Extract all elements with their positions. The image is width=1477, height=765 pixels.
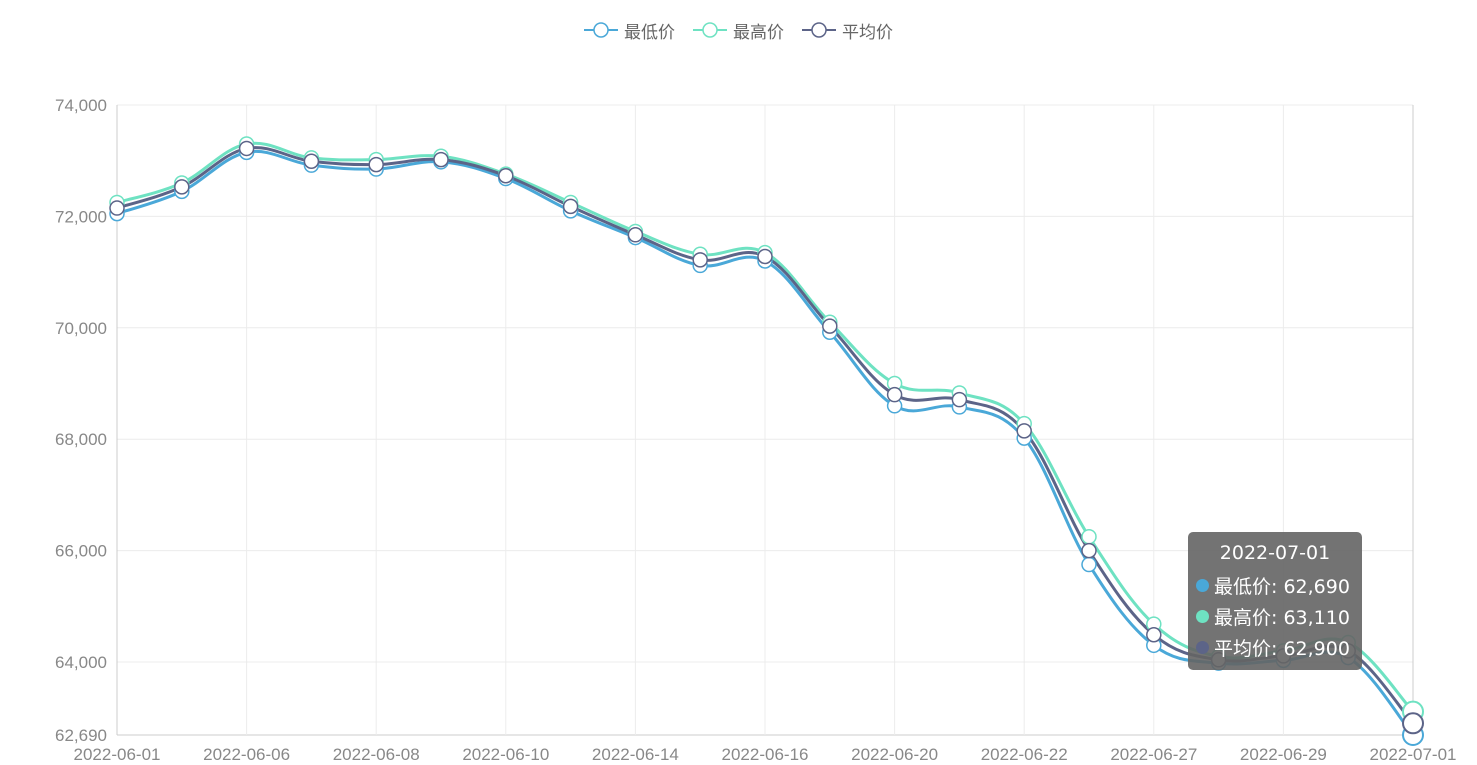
y-tick-label: 68,000	[55, 430, 107, 449]
tooltip-row-avg: 平均价: 62,900	[1196, 632, 1354, 663]
data-point-avg[interactable]	[433, 151, 449, 168]
data-point-avg[interactable]	[498, 167, 514, 184]
x-axis: 2022-06-01 2022-06-06 2022-06-08 2022-06-10…	[74, 745, 1457, 764]
tooltip-avg-dot-icon	[1196, 641, 1209, 654]
y-tick-label: 74,000	[55, 96, 107, 115]
data-point-avg[interactable]	[1146, 626, 1162, 643]
tooltip-row-high: 最高价: 63,110	[1196, 601, 1354, 632]
chart-tooltip: 2022-07-01 最低价: 62,690 最高价: 63,110 平均价: …	[1188, 532, 1362, 670]
data-point-high[interactable]	[1081, 528, 1097, 545]
x-tick-label: 2022-06-20	[851, 745, 938, 764]
x-tick-label: 2022-07-01	[1370, 745, 1457, 764]
data-point-avg[interactable]	[1402, 712, 1424, 735]
tooltip-low-text: 最低价: 62,690	[1214, 576, 1350, 598]
data-point-avg[interactable]	[1081, 542, 1097, 559]
data-point-avg[interactable]	[562, 198, 579, 215]
y-axis: 62,690 64,000 66,000 68,000 70,000 72,000 74,0…	[55, 96, 107, 745]
x-tick-label: 2022-06-08	[333, 745, 420, 764]
data-point-avg[interactable]	[627, 227, 644, 243]
tooltip-high-text: 最高价: 63,110	[1214, 607, 1350, 629]
tooltip-low-dot-icon	[1196, 579, 1209, 592]
legend-high-icon	[693, 22, 727, 38]
y-tick-label: 62,690	[55, 726, 107, 745]
x-tick-label: 2022-06-06	[203, 745, 290, 764]
data-point-low[interactable]	[1081, 556, 1097, 573]
legend-low-icon	[584, 22, 618, 38]
data-point-avg[interactable]	[368, 156, 384, 173]
data-point-avg[interactable]	[692, 252, 708, 268]
data-point-avg[interactable]	[1016, 423, 1032, 439]
x-tick-label: 2022-06-22	[981, 745, 1068, 764]
tooltip-avg-text: 平均价: 62,900	[1214, 638, 1350, 660]
data-point-avg[interactable]	[303, 153, 320, 170]
grid-lines	[116, 104, 1414, 736]
x-tick-label: 2022-06-16	[722, 745, 809, 764]
chart-legend: 最低价 最高价 平均价	[0, 16, 1477, 44]
y-tick-label: 64,000	[55, 653, 107, 672]
data-point-avg[interactable]	[951, 391, 968, 408]
y-tick-label: 70,000	[55, 319, 107, 338]
legend-item-avg[interactable]: 平均价	[802, 16, 893, 44]
x-tick-label: 2022-06-01	[74, 745, 161, 764]
legend-label-low: 最低价	[624, 22, 675, 43]
y-tick-label: 66,000	[55, 542, 107, 561]
data-point-avg[interactable]	[757, 248, 773, 265]
legend-label-high: 最高价	[733, 22, 784, 43]
data-point-avg[interactable]	[886, 386, 903, 403]
legend-item-low[interactable]: 最低价	[584, 16, 675, 44]
x-tick-label: 2022-06-14	[592, 745, 679, 764]
legend-label-avg: 平均价	[842, 22, 893, 43]
y-tick-label: 72,000	[55, 207, 107, 226]
data-point-avg[interactable]	[822, 318, 838, 334]
tooltip-row-low: 最低价: 62,690	[1196, 570, 1354, 601]
x-tick-label: 2022-06-10	[462, 745, 549, 764]
data-point-avg[interactable]	[174, 179, 190, 195]
legend-item-high[interactable]: 最高价	[693, 16, 784, 44]
tooltip-title: 2022-07-01	[1219, 542, 1331, 564]
x-tick-label: 2022-06-27	[1110, 745, 1197, 764]
legend-avg-icon	[802, 22, 836, 38]
data-point-avg[interactable]	[238, 140, 255, 157]
data-point-avg[interactable]	[109, 200, 125, 216]
x-tick-label: 2022-06-29	[1240, 745, 1327, 764]
tooltip-high-dot-icon	[1196, 610, 1209, 623]
